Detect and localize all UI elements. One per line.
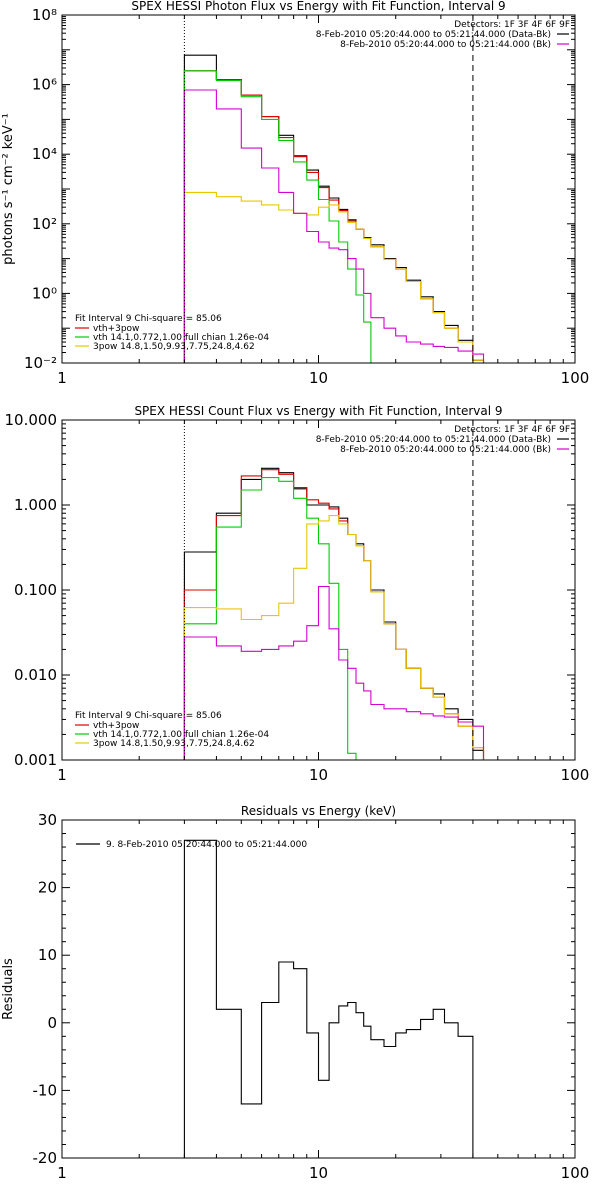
y-tick-label: 10 [38, 946, 57, 964]
series-line-3pow [183, 515, 485, 760]
legend-bottom-text: 3pow 14.8,1.50,9.93,7.75,24.8,4.62 [93, 739, 255, 749]
photon-flux-chart: SPEX HESSI Photon Flux vs Energy with Fi… [1, 0, 590, 387]
x-tick-label: 1 [57, 1164, 67, 1182]
series-line-vth-3pow [183, 469, 485, 760]
series-line-vth [183, 477, 357, 760]
plot-frame [61, 819, 576, 1159]
y-tick-label: 20 [38, 879, 57, 897]
series-line-bk [183, 585, 485, 760]
y-tick-label: 10⁻² [24, 354, 57, 372]
x-tick-label: 1 [57, 766, 67, 784]
x-tick-label: 10 [309, 766, 328, 784]
fit-heading: Fit Interval 9 Chi-square = 85.06 [75, 314, 222, 324]
y-tick-label: 0 [47, 1014, 57, 1032]
x-tick-label: 10 [309, 369, 328, 387]
x-tick-label: 1 [57, 369, 67, 387]
x-tick-label: 100 [561, 369, 590, 387]
y-tick-label: 0.001 [14, 751, 57, 769]
x-tick-label: 10 [309, 1164, 328, 1182]
y-tick-label: 10² [32, 215, 57, 233]
series-line-vth-3pow [183, 70, 485, 363]
detectors-label: Detectors: 1F 3F 4F 6F 9F [454, 20, 570, 30]
legend-top-text: 8-Feb-2010 05:20:44.000 to 05:21:44.000 … [316, 435, 551, 445]
detectors-label: Detectors: 1F 3F 4F 6F 9F [454, 425, 570, 435]
legend-bottom-text: vth+3pow [93, 721, 139, 731]
y-tick-label: 0.100 [14, 581, 57, 599]
fit-heading: Fit Interval 9 Chi-square = 85.06 [75, 711, 222, 721]
y-tick-label: 10⁴ [32, 145, 57, 163]
plot-area [183, 54, 485, 363]
y-tick-label: 10⁸ [32, 6, 57, 24]
y-tick-label: -20 [33, 1149, 58, 1167]
legend-bottom-text: vth 14.1,0.772,1.00 full chian 1.26e-04 [93, 333, 269, 343]
y-tick-label: 10⁰ [32, 284, 57, 302]
legend-bottom-text: vth+3pow [93, 324, 139, 334]
series-line-vth [183, 70, 372, 363]
legend-text: 9. 8-Feb-2010 05:20:44.000 to 05:21:44.0… [106, 840, 307, 850]
count-flux-chart: SPEX HESSI Count Flux vs Energy with Fit… [5, 404, 590, 784]
chart-title: Residuals vs Energy (keV) [241, 804, 396, 818]
y-tick-label: 0.010 [14, 666, 57, 684]
chart-title: SPEX HESSI Count Flux vs Energy with Fit… [134, 404, 502, 418]
series-line-bk [183, 89, 485, 363]
chart-title: SPEX HESSI Photon Flux vs Energy with Fi… [131, 0, 505, 13]
y-tick-label: 1.000 [14, 496, 57, 514]
series-line-3pow [183, 191, 485, 363]
y-axis-title: Residuals [1, 958, 16, 1020]
plot-area [183, 839, 474, 1158]
legend-top-text: 8-Feb-2010 05:20:44.000 to 05:21:44.000 … [340, 40, 551, 50]
y-tick-label: 10.000 [5, 411, 58, 429]
residuals-chart: Residuals vs Energy (keV) 1 10 100 -20 -10 0 10… [1, 804, 590, 1182]
legend-bottom-text: 3pow 14.8,1.50,9.93,7.75,24.8,4.62 [93, 342, 255, 352]
series-line-data-bk [183, 467, 485, 760]
y-axis-title: photons s⁻¹ cm⁻² keV⁻¹ [1, 113, 16, 265]
plot-area [183, 467, 485, 760]
legend-bottom-text: vth 14.1,0.772,1.00 full chian 1.26e-04 [93, 730, 269, 740]
legend-top-text: 8-Feb-2010 05:20:44.000 to 05:21:44.000 … [340, 445, 551, 455]
x-tick-label: 100 [561, 766, 590, 784]
y-tick-label: -10 [33, 1081, 58, 1099]
series-line-9-8-feb-2010-05-20-44-000-to-05-21-44-000 [183, 839, 474, 1158]
y-tick-label: 30 [38, 811, 57, 829]
legend-top-text: 8-Feb-2010 05:20:44.000 to 05:21:44.000 … [316, 30, 551, 40]
x-tick-label: 100 [561, 1164, 590, 1182]
y-tick-label: 10⁶ [32, 76, 57, 94]
